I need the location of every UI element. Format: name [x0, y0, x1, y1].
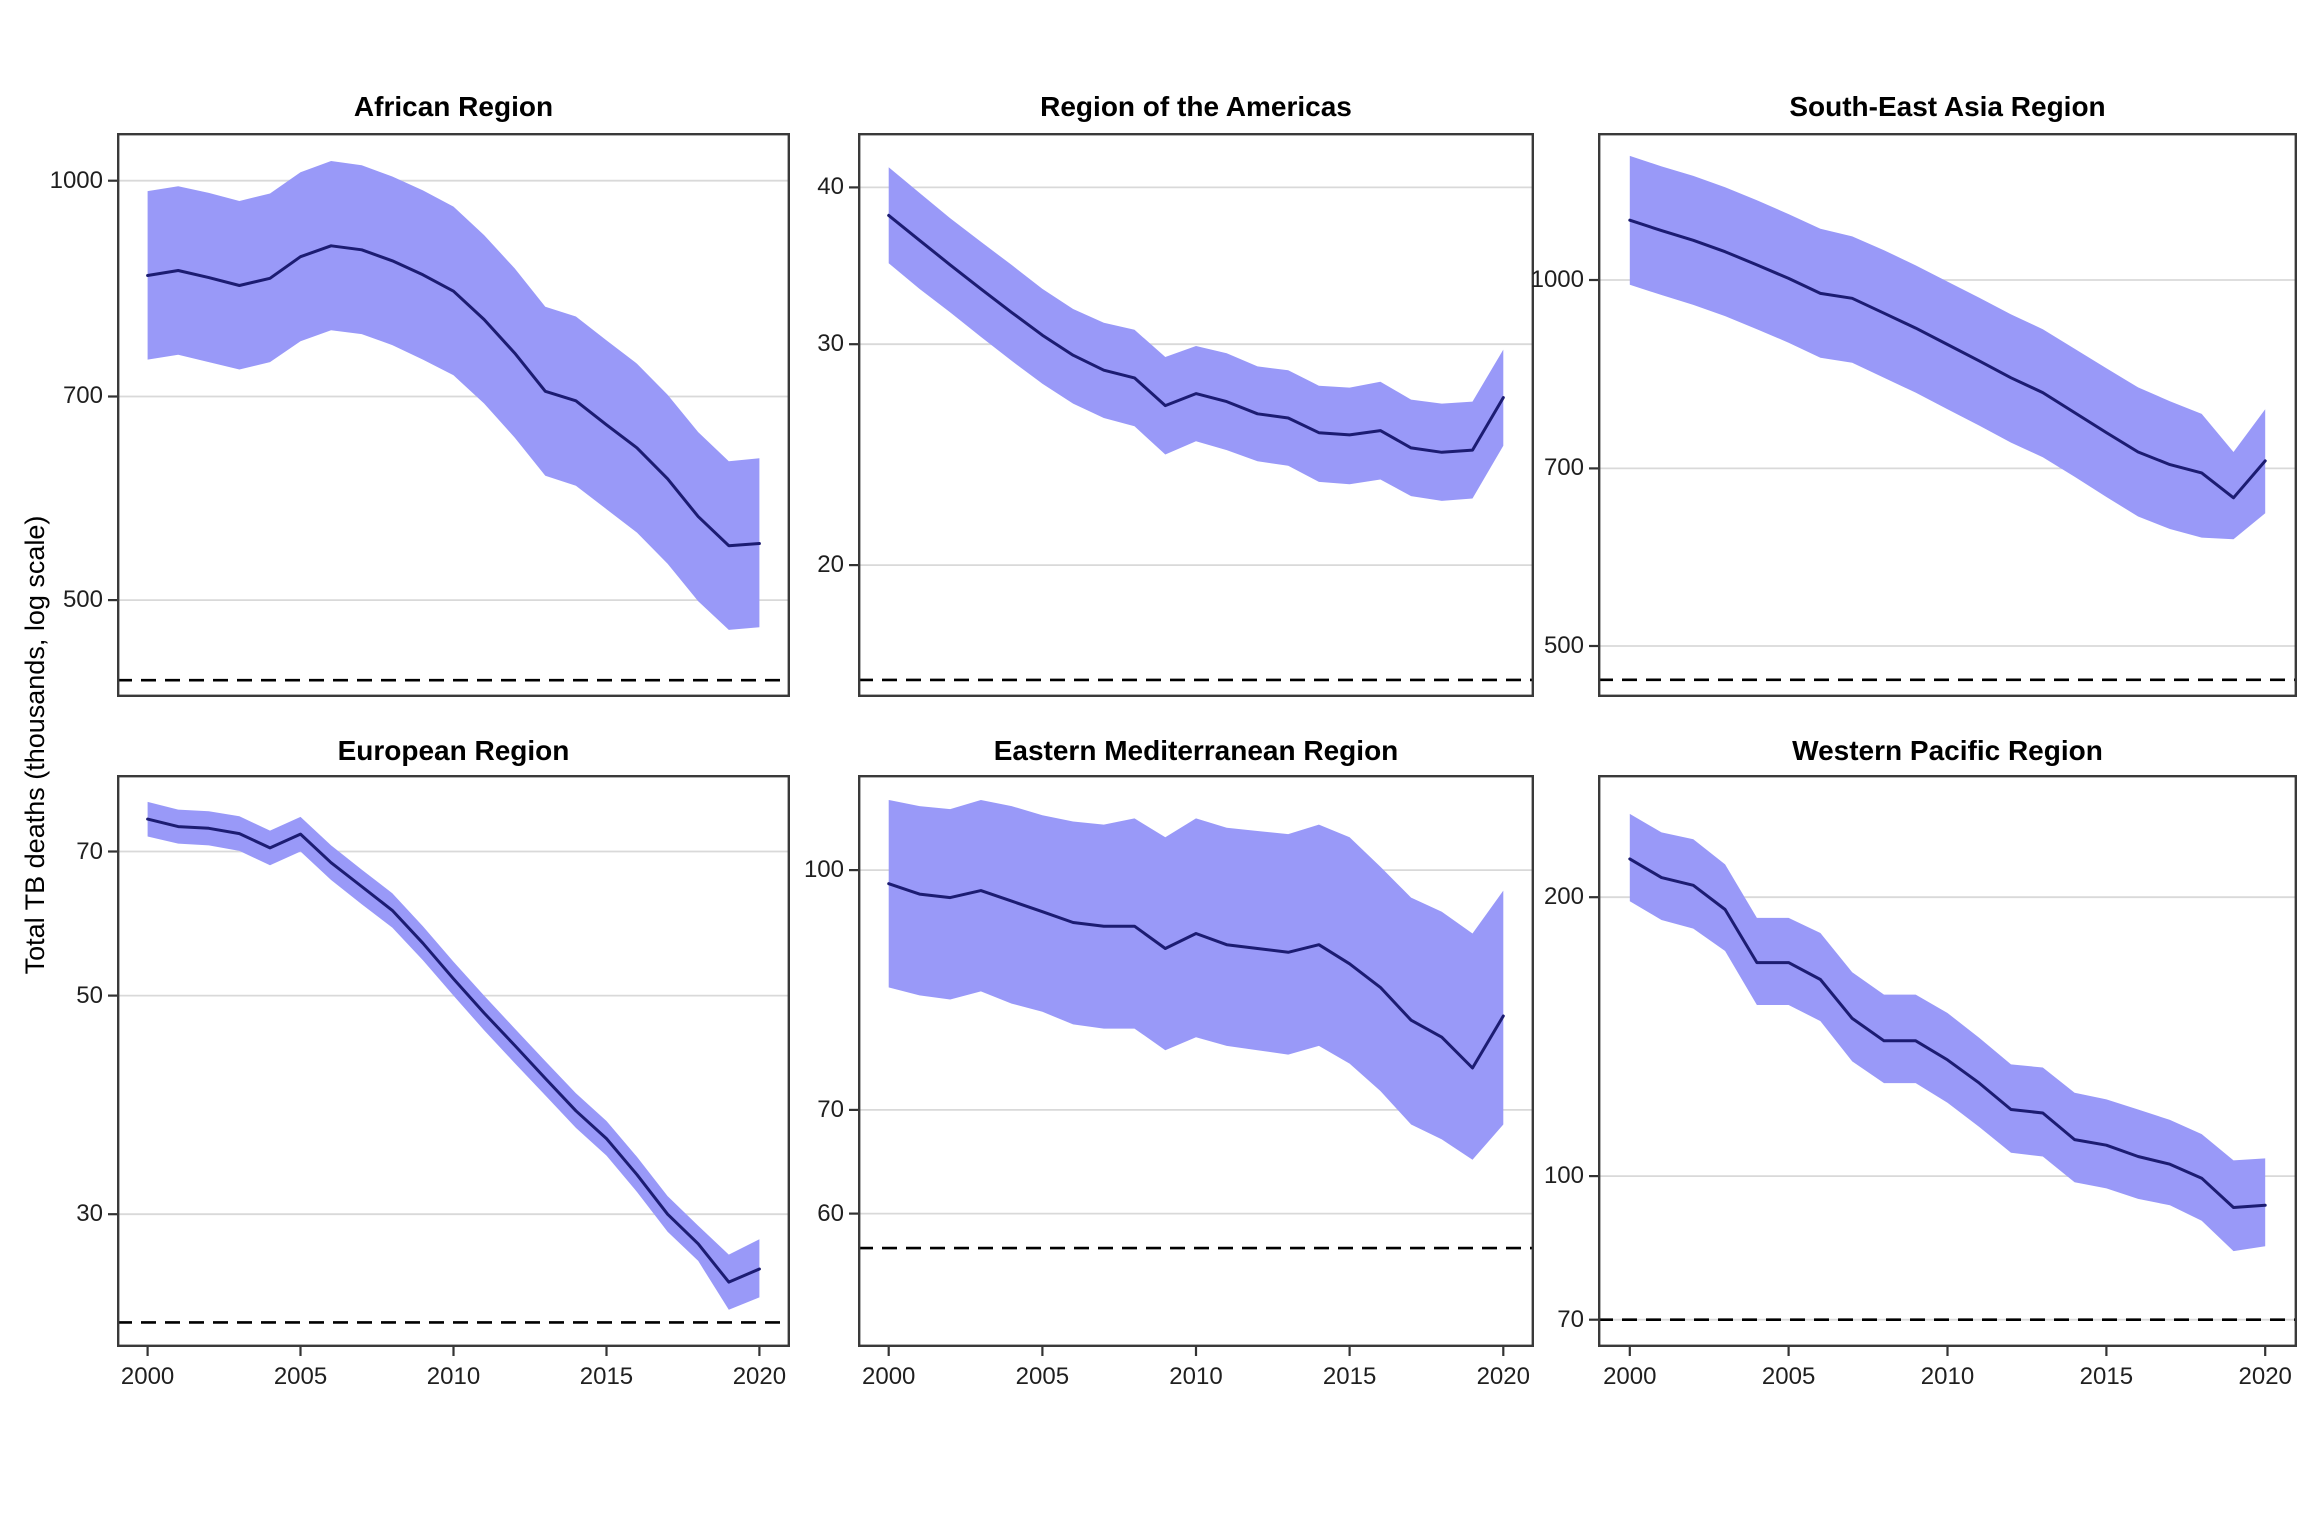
- x-tick-label: 2000: [1603, 1363, 1657, 1390]
- confidence-band: [888, 800, 1504, 1160]
- y-tick-label: 1000: [1530, 266, 1584, 293]
- panel-border: [117, 133, 790, 697]
- y-tick-label: 500: [62, 586, 103, 614]
- y-tick-label: 30: [817, 330, 844, 358]
- x-tick-label: 2020: [732, 1363, 787, 1390]
- x-tick-label: 2015: [579, 1363, 634, 1390]
- y-tick-label: 100: [1543, 1162, 1584, 1190]
- x-tick-label: 2005: [1761, 1363, 1816, 1390]
- panel-title: African Region: [353, 91, 554, 122]
- y-tick-label: 50: [76, 981, 103, 1009]
- chart-area: [1589, 775, 2297, 1356]
- x-tick-label: 2010: [1920, 1363, 1975, 1390]
- y-tick-label: 200: [1543, 883, 1584, 911]
- trend-line: [146, 817, 761, 1284]
- trend-line: [887, 882, 1505, 1070]
- panel-border: [1598, 133, 2297, 697]
- trend-line: [1628, 218, 2267, 500]
- confidence-band: [1629, 813, 2266, 1252]
- confidence-band: [888, 167, 1504, 501]
- x-tick-label: 2010: [426, 1363, 481, 1390]
- y-tick-label: 20: [817, 551, 844, 579]
- y-axis-label: Total TB deaths (thousands, log scale): [20, 515, 50, 975]
- y-tick-label: 100: [803, 856, 844, 884]
- y-tick-label: 1000: [49, 166, 103, 194]
- confidence-band: [1629, 155, 2266, 540]
- x-tick-label: 2015: [1322, 1363, 1377, 1390]
- panel-border: [858, 133, 1534, 697]
- y-tick-label: 70: [76, 837, 103, 865]
- x-tick-label: 2005: [1015, 1363, 1070, 1390]
- chart-area: [1589, 133, 2297, 697]
- y-tick-label: 700: [62, 382, 103, 410]
- chart-area: [108, 775, 790, 1356]
- panel-title: Eastern Mediterranean Region: [993, 735, 1399, 766]
- x-tick-label: 2020: [2238, 1363, 2292, 1390]
- y-tick-label: 60: [817, 1199, 844, 1227]
- x-tick-label: 2000: [120, 1363, 175, 1390]
- x-tick-label: 2020: [1476, 1363, 1530, 1390]
- y-tick-label: 70: [1557, 1305, 1584, 1333]
- x-tick-label: 2000: [862, 1363, 916, 1390]
- y-tick-label: 40: [817, 173, 844, 201]
- panel-border: [117, 775, 790, 1347]
- panel-title: European Region: [337, 735, 570, 766]
- confidence-band: [147, 161, 760, 630]
- x-tick-label: 2005: [273, 1363, 328, 1390]
- y-tick-label: 700: [1543, 454, 1584, 482]
- y-tick-label: 500: [1543, 632, 1584, 660]
- trend-line: [887, 213, 1505, 454]
- x-tick-label: 2015: [2079, 1363, 2134, 1390]
- x-tick-label: 2010: [1169, 1363, 1223, 1390]
- chart-area: [849, 133, 1534, 697]
- panel-border: [1598, 775, 2297, 1347]
- panel-title: Western Pacific Region: [1792, 735, 2103, 766]
- panel-title: South-East Asia Region: [1789, 91, 2106, 122]
- panel-border: [858, 775, 1534, 1347]
- y-tick-label: 70: [817, 1095, 844, 1123]
- trend-line: [146, 244, 761, 548]
- chart-area: [108, 133, 790, 697]
- trend-line: [1628, 857, 2267, 1209]
- confidence-band: [147, 801, 760, 1310]
- panel-title: Region of the Americas: [1040, 91, 1352, 122]
- chart-area: [849, 775, 1534, 1356]
- y-tick-label: 30: [76, 1200, 103, 1228]
